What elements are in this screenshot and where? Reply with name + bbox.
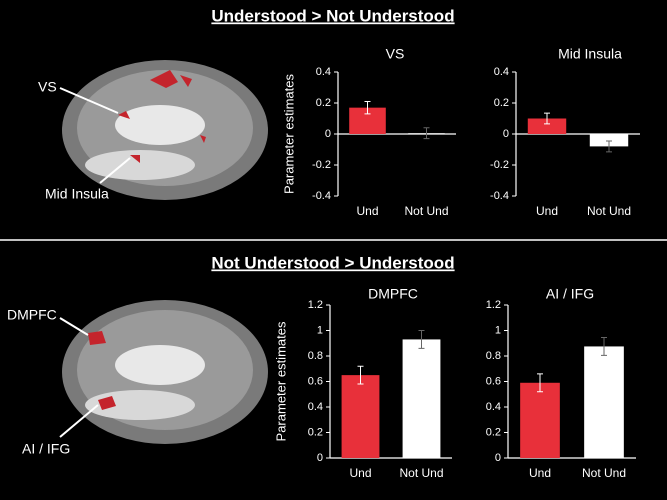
y-tick-label: -0.4 <box>490 190 509 202</box>
y-tick-label: 0.8 <box>308 350 323 362</box>
section-title: Not Understood > Understood <box>211 253 454 272</box>
x-tick-label: Not Und <box>399 466 443 480</box>
section-title: Understood > Not Understood <box>211 6 454 25</box>
y-tick-label: 1.2 <box>486 299 501 311</box>
y-tick-label: 0 <box>503 128 509 140</box>
error-bar <box>601 337 607 356</box>
y-tick-label: 0.6 <box>308 375 323 387</box>
y-tick-label: 0.2 <box>494 97 509 109</box>
y-tick-label: 1 <box>317 324 323 336</box>
x-tick-label: Not Und <box>582 466 626 480</box>
y-tick-label: 0.4 <box>316 66 331 78</box>
region-label: DMPFC <box>7 307 57 323</box>
y-tick-label: 0.2 <box>308 426 323 438</box>
bar <box>527 118 567 134</box>
bar <box>584 346 624 458</box>
x-tick-label: Not Und <box>404 204 448 218</box>
bar <box>520 382 560 458</box>
y-tick-label: 0.2 <box>316 97 331 109</box>
y-tick-label: -0.2 <box>312 159 331 171</box>
x-tick-label: Not Und <box>587 204 631 218</box>
x-tick-label: Und <box>536 204 558 218</box>
bar <box>402 339 441 458</box>
bar <box>341 375 380 458</box>
x-tick-label: Und <box>529 466 551 480</box>
region-label: Mid Insula <box>45 186 109 202</box>
y-tick-label: 0.4 <box>486 401 501 413</box>
y-tick-label: 0 <box>317 452 323 464</box>
error-bar <box>364 100 371 115</box>
y-tick-label: 0.4 <box>494 66 509 78</box>
brain-top <box>59 60 268 200</box>
chart-title: Mid Insula <box>558 46 622 62</box>
error-bar <box>418 330 425 349</box>
region-label: VS <box>38 79 57 95</box>
chart-title: DMPFC <box>368 286 418 302</box>
region-label: AI / IFG <box>22 441 70 457</box>
y-tick-label: 0 <box>325 128 331 140</box>
y-tick-label: 0.2 <box>486 426 501 438</box>
error-bar <box>357 365 364 385</box>
y-tick-label: 0.8 <box>486 350 501 362</box>
chart-title: VS <box>386 46 405 62</box>
bar <box>589 134 629 147</box>
y-tick-label: -0.2 <box>490 159 509 171</box>
error-bar <box>544 112 550 125</box>
y-axis-label: Parameter estimates <box>281 74 296 194</box>
y-tick-label: 0.4 <box>308 401 323 413</box>
y-tick-label: 1 <box>495 324 501 336</box>
y-tick-label: 0.6 <box>486 375 501 387</box>
brain-bottom <box>59 300 268 444</box>
x-tick-label: Und <box>349 466 371 480</box>
y-tick-label: -0.4 <box>312 190 331 202</box>
error-bar <box>537 373 543 393</box>
y-tick-label: 0 <box>495 452 501 464</box>
error-bar <box>606 140 612 153</box>
error-bar <box>423 127 430 140</box>
y-axis-label: Parameter estimates <box>273 321 288 441</box>
chart-title: AI / IFG <box>546 286 594 302</box>
y-tick-label: 1.2 <box>308 299 323 311</box>
x-tick-label: Und <box>356 204 378 218</box>
